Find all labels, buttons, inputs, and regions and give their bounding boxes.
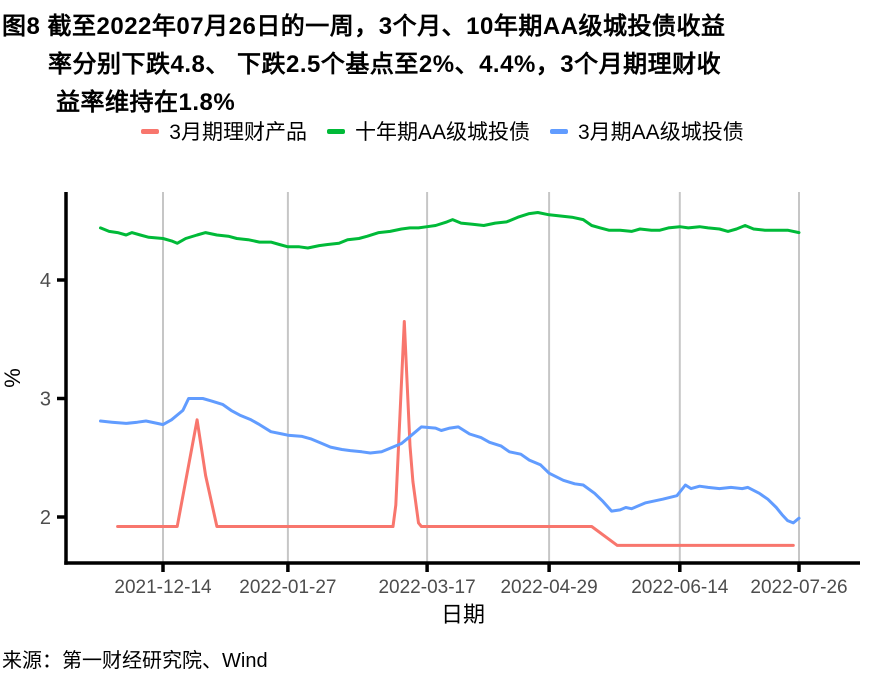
series-line-3月期理财产品 bbox=[116, 320, 795, 547]
legend-item-3月期AA级城投债: 3月期AA级城投债 bbox=[550, 116, 744, 146]
source-note: 来源：第一财经研究院、Wind bbox=[2, 650, 268, 672]
legend-item-3月期理财产品: 3月期理财产品 bbox=[141, 116, 307, 146]
chart-legend: 3月期理财产品 十年期AA级城投债 3月期AA级城投债 bbox=[0, 117, 885, 145]
x-tick-label: 2022-06-14 bbox=[631, 577, 729, 598]
x-tick-label: 2022-03-17 bbox=[378, 577, 475, 598]
legend-label: 3月期理财产品 bbox=[169, 121, 307, 144]
legend-item-十年期AA级城投债: 十年期AA级城投债 bbox=[326, 116, 530, 146]
x-axis-title: 日期 bbox=[441, 602, 485, 627]
series-line-十年期AA级城投债 bbox=[99, 211, 801, 250]
x-tick-label: 2022-07-26 bbox=[750, 577, 847, 598]
legend-key-icon bbox=[326, 128, 345, 134]
y-axis-title: % bbox=[0, 368, 25, 388]
figure-title-line2: 率分别下跌4.8、 下跌2.5个基点至2%、4.4%，3个月期理财收 bbox=[48, 51, 722, 78]
legend-key-icon bbox=[550, 128, 568, 134]
x-tick-label: 2022-04-29 bbox=[500, 577, 597, 598]
y-tick-label: 2 bbox=[40, 507, 51, 529]
legend-label: 十年期AA级城投债 bbox=[354, 121, 530, 144]
legend-label: 3月期AA级城投债 bbox=[578, 121, 744, 144]
x-tick-label: 2022-01-27 bbox=[239, 577, 336, 598]
figure-title-line1: 图8 截至2022年07月26日的一周，3个月、10年期AA级城投债收益 bbox=[2, 13, 726, 40]
y-tick-label: 3 bbox=[40, 389, 51, 411]
figure-title: 图8 截至2022年07月26日的一周，3个月、10年期AA级城投债收益 率分别… bbox=[2, 8, 883, 122]
figure-title-line3: 益率维持在1.8% bbox=[56, 89, 236, 116]
y-tick-label: 4 bbox=[40, 270, 51, 292]
legend-key-icon bbox=[141, 128, 160, 134]
series-line-3月期AA级城投债 bbox=[99, 397, 801, 525]
x-tick-label: 2021-12-14 bbox=[114, 577, 212, 598]
